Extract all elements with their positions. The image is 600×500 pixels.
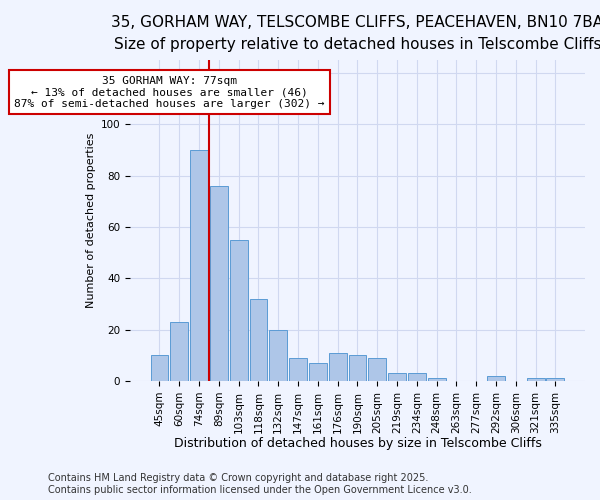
Bar	[269, 330, 287, 381]
Bar	[547, 378, 565, 381]
Bar	[368, 358, 386, 381]
Title: 35, GORHAM WAY, TELSCOMBE CLIFFS, PEACEHAVEN, BN10 7BA
Size of property relative: 35, GORHAM WAY, TELSCOMBE CLIFFS, PEACEH…	[112, 15, 600, 52]
X-axis label: Distribution of detached houses by size in Telscombe Cliffs: Distribution of detached houses by size …	[173, 437, 541, 450]
Bar	[388, 374, 406, 381]
Text: 35 GORHAM WAY: 77sqm
← 13% of detached houses are smaller (46)
87% of semi-detac: 35 GORHAM WAY: 77sqm ← 13% of detached h…	[14, 76, 325, 109]
Y-axis label: Number of detached properties: Number of detached properties	[86, 133, 96, 308]
Bar	[329, 353, 347, 381]
Bar	[527, 378, 545, 381]
Bar	[309, 363, 327, 381]
Bar	[230, 240, 248, 381]
Bar	[428, 378, 446, 381]
Bar	[170, 322, 188, 381]
Bar	[349, 356, 367, 381]
Bar	[210, 186, 228, 381]
Bar	[151, 356, 169, 381]
Bar	[250, 299, 268, 381]
Text: Contains HM Land Registry data © Crown copyright and database right 2025.
Contai: Contains HM Land Registry data © Crown c…	[48, 474, 472, 495]
Bar	[289, 358, 307, 381]
Bar	[408, 374, 426, 381]
Bar	[487, 376, 505, 381]
Bar	[190, 150, 208, 381]
